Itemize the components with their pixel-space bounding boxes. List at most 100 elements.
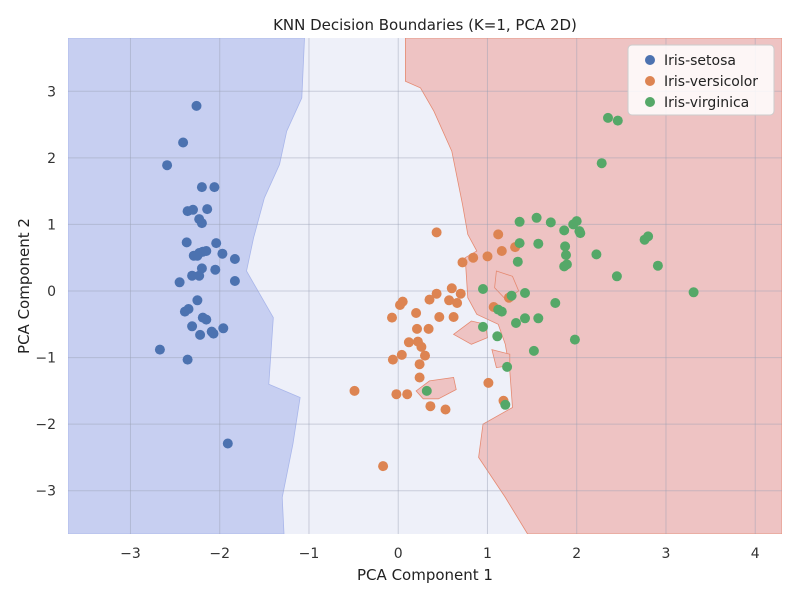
x-tick-label: −3 [120,546,141,562]
data-point [217,248,228,259]
x-tick-label: 0 [394,546,403,562]
data-point [550,298,561,308]
series-iris-setosa [154,100,240,449]
data-point [420,350,430,361]
data-point [192,250,203,261]
data-point [468,252,479,263]
data-point [196,182,207,193]
x-axis-ticks: −3 −2 −1 0 1 2 3 4 [120,546,760,562]
data-point [603,112,613,123]
data-point [492,331,503,342]
data-point [478,321,488,332]
data-point [643,231,654,242]
data-point [209,182,220,193]
data-point [402,389,413,400]
data-point [496,306,507,317]
data-point [395,300,405,310]
data-point [414,372,425,383]
data-point [569,334,580,345]
data-point [457,257,468,268]
y-tick-label: −2 [35,417,56,433]
y-tick-label: 2 [47,151,56,167]
data-point [520,288,530,298]
data-point [511,318,521,328]
data-point [559,225,570,236]
data-point [514,216,525,227]
data-point [444,295,455,306]
data-point [194,270,205,281]
data-point [178,137,189,148]
data-point [533,313,544,324]
data-point [596,158,607,169]
data-point [187,321,198,332]
data-point [440,404,451,415]
data-point [210,264,221,275]
data-point [533,238,544,249]
data-point [455,288,466,299]
data-point [423,323,434,334]
y-axis-label: PCA Component 2 [15,218,33,354]
legend-label: Iris-versicolor [664,74,758,90]
data-point [496,246,507,256]
series-iris-virginica [421,112,699,410]
legend: Iris-setosa Iris-versicolor Iris-virginica [627,44,775,116]
data-point [424,294,435,305]
data-point [391,389,402,400]
data-point [434,312,445,322]
data-point [195,329,206,340]
data-point [414,359,425,370]
data-point [182,354,193,365]
data-point [482,251,493,262]
region-iris-setosa-0 [68,38,305,534]
data-point [349,385,360,396]
legend-marker [645,55,655,65]
data-point [575,228,586,239]
data-point [431,288,442,299]
chart-title: KNN Decision Boundaries (K=1, PCA 2D) [273,16,577,34]
data-point [179,306,190,317]
region-iris-virginica-1 [404,38,782,534]
data-point [520,313,530,324]
data-point [483,377,494,388]
data-point [688,287,699,298]
data-point [421,385,432,396]
data-point [387,354,398,365]
x-tick-label: 3 [662,546,671,562]
data-point [571,216,582,227]
data-point [218,323,229,334]
data-point [416,341,427,352]
x-tick-label: −2 [209,546,230,562]
y-tick-label: −3 [35,484,56,500]
data-point [514,238,525,249]
legend-label: Iris-virginica [664,95,749,111]
data-point [431,227,442,238]
data-point [188,204,198,215]
legend-marker [645,76,655,86]
data-point [452,298,463,308]
x-axis-label: PCA Component 1 [357,566,493,584]
y-tick-label: 0 [47,284,56,300]
x-tick-label: −1 [299,546,320,562]
data-point [446,283,457,294]
plot-area [68,38,782,534]
data-point [611,271,622,282]
data-point [411,308,422,318]
data-point [229,254,240,264]
data-point [162,160,173,171]
data-point [396,349,407,360]
data-point [202,204,213,215]
data-point [612,115,623,126]
data-point [211,238,222,249]
data-point [559,261,570,272]
x-tick-label: 1 [483,546,492,562]
data-point [545,217,556,228]
data-point [187,270,198,281]
data-point [478,284,488,294]
data-point [506,290,517,301]
legend-label: Iris-setosa [664,53,736,69]
data-point [201,314,212,325]
data-point [591,249,602,260]
data-point [222,438,233,449]
data-point [208,328,219,339]
